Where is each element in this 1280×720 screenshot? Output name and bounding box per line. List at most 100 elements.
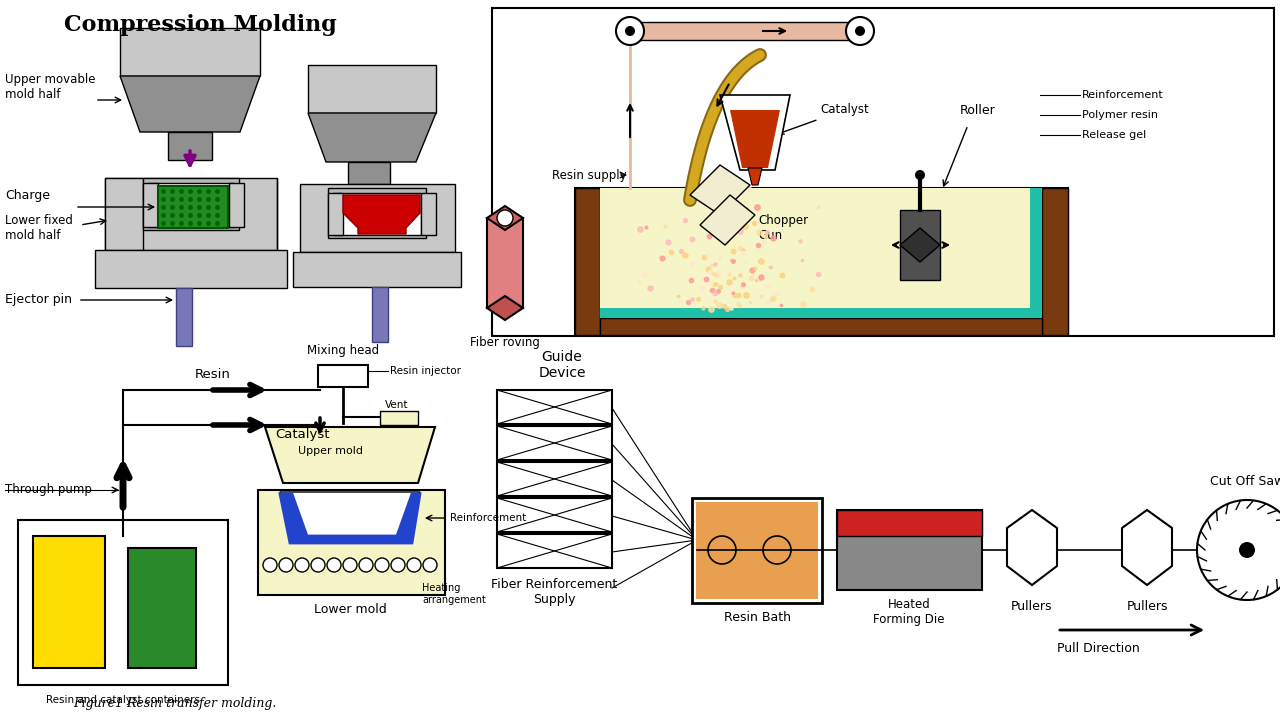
Bar — [168, 132, 212, 160]
Bar — [229, 183, 244, 227]
Text: Catalyst: Catalyst — [780, 104, 869, 134]
Text: Resin injector: Resin injector — [390, 366, 461, 376]
Polygon shape — [486, 296, 524, 320]
Bar — [157, 186, 228, 228]
Polygon shape — [1030, 188, 1042, 308]
Circle shape — [262, 558, 276, 572]
Bar — [630, 22, 860, 40]
Text: Upper movable
mold half: Upper movable mold half — [5, 73, 96, 101]
Bar — [497, 390, 612, 424]
Circle shape — [407, 558, 421, 572]
Text: Through pump: Through pump — [5, 484, 92, 497]
Polygon shape — [280, 492, 420, 540]
Bar — [486, 218, 524, 308]
Bar — [177, 288, 192, 346]
Bar — [333, 193, 421, 235]
Bar — [421, 193, 436, 235]
Text: Mixing head: Mixing head — [307, 344, 379, 357]
Bar — [317, 365, 369, 387]
Bar — [497, 498, 612, 532]
Text: Resin Bath: Resin Bath — [723, 611, 791, 624]
Text: Figure1 Resin transfer molding.: Figure1 Resin transfer molding. — [73, 697, 276, 710]
Text: Vent: Vent — [385, 400, 408, 410]
Text: Pullers: Pullers — [1126, 600, 1167, 613]
Polygon shape — [120, 76, 260, 132]
Bar — [308, 65, 436, 113]
Text: Pull Direction: Pull Direction — [1057, 642, 1139, 655]
Circle shape — [915, 170, 925, 180]
Bar — [372, 287, 388, 342]
Text: Resin and catalyst containers: Resin and catalyst containers — [46, 695, 200, 705]
Text: Ejector pin: Ejector pin — [5, 294, 72, 307]
Text: Fiber Reinforcement
Supply: Fiber Reinforcement Supply — [490, 578, 617, 606]
Bar — [497, 534, 612, 568]
Circle shape — [422, 558, 436, 572]
Polygon shape — [575, 188, 1068, 335]
Bar — [143, 183, 157, 227]
Bar — [837, 510, 982, 590]
Bar — [300, 184, 454, 252]
Text: Roller: Roller — [960, 104, 996, 117]
Bar — [33, 536, 105, 668]
Bar — [293, 252, 461, 287]
Bar — [900, 210, 940, 280]
Polygon shape — [265, 427, 435, 483]
Text: Lower mold: Lower mold — [314, 603, 387, 616]
Bar — [692, 498, 822, 603]
Circle shape — [855, 26, 865, 36]
Circle shape — [343, 558, 357, 572]
Bar — [497, 426, 612, 460]
Polygon shape — [748, 168, 762, 185]
Bar — [328, 188, 426, 238]
Polygon shape — [259, 490, 445, 595]
Bar — [105, 178, 276, 250]
Circle shape — [390, 558, 404, 572]
Polygon shape — [1042, 188, 1068, 335]
Text: Heated
Forming Die: Heated Forming Die — [873, 598, 945, 626]
Bar — [837, 510, 982, 536]
Circle shape — [1197, 500, 1280, 600]
Polygon shape — [1007, 510, 1057, 585]
Bar — [380, 411, 419, 425]
Bar — [328, 193, 343, 235]
Bar — [105, 178, 143, 250]
Circle shape — [326, 558, 340, 572]
Bar — [492, 8, 1274, 336]
Text: Lower fixed
mold half: Lower fixed mold half — [5, 214, 73, 242]
Polygon shape — [486, 206, 524, 230]
Circle shape — [294, 558, 308, 572]
Circle shape — [279, 558, 293, 572]
Bar — [148, 183, 234, 227]
Polygon shape — [600, 188, 1030, 308]
Polygon shape — [690, 165, 750, 215]
Polygon shape — [730, 110, 780, 168]
Circle shape — [311, 558, 325, 572]
Polygon shape — [280, 494, 420, 543]
Polygon shape — [1123, 510, 1172, 585]
Circle shape — [625, 26, 635, 36]
Circle shape — [846, 17, 874, 45]
Bar — [128, 548, 196, 668]
Bar — [143, 178, 239, 230]
Bar — [696, 502, 818, 599]
Text: Heating
arrangement: Heating arrangement — [422, 583, 486, 605]
Bar — [95, 250, 287, 288]
Polygon shape — [600, 318, 1042, 335]
Text: Compression Molding: Compression Molding — [64, 14, 337, 36]
Polygon shape — [575, 188, 600, 335]
Polygon shape — [719, 95, 790, 170]
Text: Cut Off Saw: Cut Off Saw — [1210, 475, 1280, 488]
Text: Polymer resin: Polymer resin — [1082, 110, 1158, 120]
Text: Resin: Resin — [195, 369, 230, 382]
Polygon shape — [900, 228, 940, 262]
Text: Release gel: Release gel — [1082, 130, 1147, 140]
Text: Charge: Charge — [5, 189, 50, 202]
Polygon shape — [600, 308, 1042, 318]
Bar — [120, 28, 260, 76]
Circle shape — [1239, 542, 1254, 558]
Text: Reinforcement: Reinforcement — [451, 513, 526, 523]
Circle shape — [358, 558, 372, 572]
Polygon shape — [343, 195, 420, 234]
Polygon shape — [308, 113, 436, 162]
Bar — [348, 162, 390, 184]
